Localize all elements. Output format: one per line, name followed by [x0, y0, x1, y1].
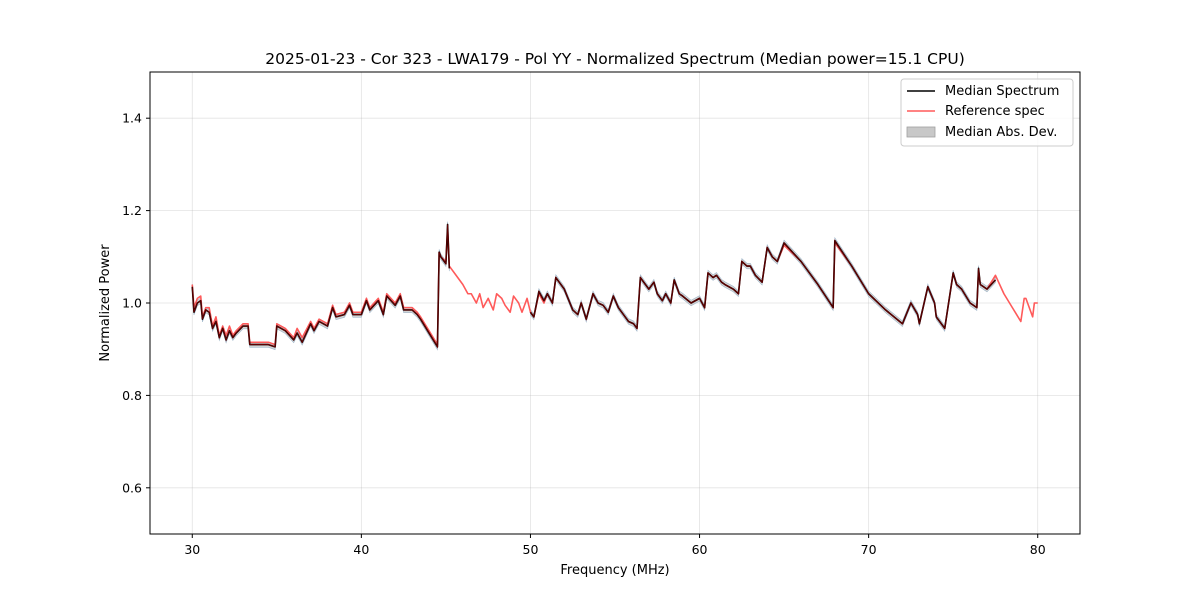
tick-layer: 30 40 50 60 70 80 0.6 0.8 1.0 1.2 1.4: [122, 111, 1046, 557]
overlap-line-low: [191, 224, 450, 349]
legend-median-label: Median Spectrum: [945, 84, 1059, 99]
x-tick-label: 80: [1030, 542, 1046, 557]
y-axis-label: Normalized Power: [98, 244, 113, 362]
chart-title: 2025-01-23 - Cor 323 - LWA179 - Pol YY -…: [265, 50, 965, 68]
legend-mad-swatch: [906, 126, 936, 138]
y-tick-label: 1.4: [122, 111, 142, 126]
x-tick-label: 50: [523, 542, 539, 557]
x-tick-label: 40: [353, 542, 369, 557]
x-axis-label: Frequency (MHz): [560, 563, 669, 578]
x-tick-label: 60: [692, 542, 708, 557]
legend-box: [900, 78, 1074, 147]
series-layer: [191, 223, 1038, 349]
y-tick-label: 0.6: [122, 480, 142, 495]
x-tick-label: 30: [184, 542, 200, 557]
legend-reference-label: Reference spec: [945, 104, 1045, 119]
legend: Median Spectrum Reference spec Median Ab…: [900, 78, 1074, 147]
y-tick-label: 1.2: [122, 203, 142, 218]
overlap-line-high: [530, 238, 996, 330]
x-tick-label: 70: [861, 542, 877, 557]
y-tick-label: 0.8: [122, 388, 142, 403]
y-tick-label: 1.0: [122, 296, 142, 311]
legend-mad-label: Median Abs. Dev.: [945, 125, 1057, 140]
